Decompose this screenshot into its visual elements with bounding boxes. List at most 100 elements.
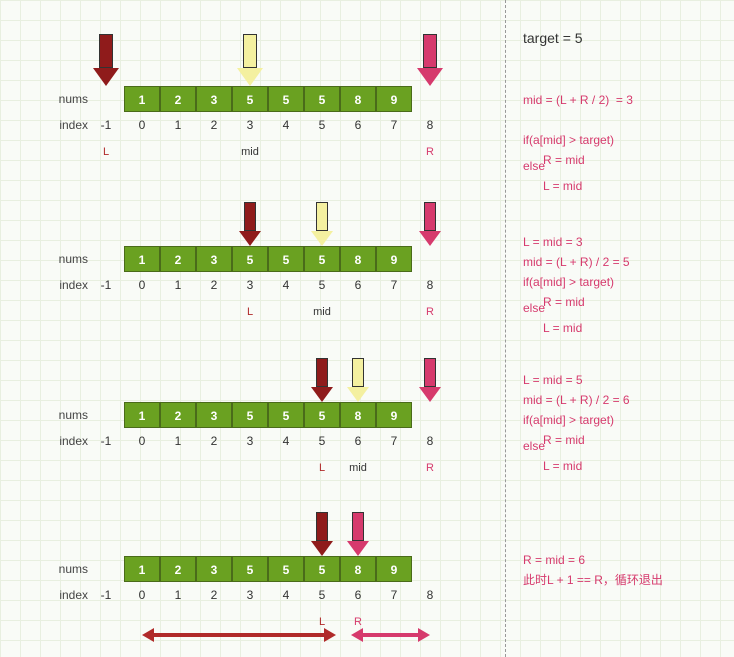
array-cell: 3 <box>196 246 232 272</box>
index-slot: 5 <box>304 588 340 602</box>
code-line: if(a[mid] > target) <box>523 130 633 150</box>
step-1: nums12355589index-1012345678LmidR <box>0 190 505 314</box>
marker-R: R <box>412 462 448 474</box>
index-slot: 1 <box>160 588 196 602</box>
marker-R: R <box>412 306 448 318</box>
array-cell: 8 <box>340 246 376 272</box>
index-slot: 2 <box>196 278 232 292</box>
array-cell: 5 <box>268 246 304 272</box>
index-slot: 1 <box>160 278 196 292</box>
array-cell: 9 <box>376 86 412 112</box>
arrow-L <box>309 512 335 556</box>
index-slot: 7 <box>376 434 412 448</box>
code-line: L = mid <box>523 318 630 338</box>
code-line <box>523 110 633 130</box>
nums-row: nums12355589 <box>0 246 505 272</box>
empty-slot <box>412 556 448 582</box>
array-cell: 5 <box>268 402 304 428</box>
index-slot: 0 <box>124 588 160 602</box>
nums-label: nums <box>0 408 88 422</box>
arrow-mid <box>237 34 263 86</box>
code-line: L = mid <box>523 456 630 476</box>
arrows-region <box>0 346 505 402</box>
array-cell: 9 <box>376 402 412 428</box>
index-slot: 3 <box>232 434 268 448</box>
index-slot: 0 <box>124 278 160 292</box>
index-slot: 0 <box>124 434 160 448</box>
array-cell: 5 <box>304 86 340 112</box>
marker-mid: mid <box>304 306 340 318</box>
code-block-1: L = mid = 3mid = (L + R) / 2 = 5if(a[mid… <box>523 232 630 338</box>
array-cell: 2 <box>160 556 196 582</box>
array-cell: 2 <box>160 402 196 428</box>
array-cell: 2 <box>160 246 196 272</box>
empty-slot <box>88 556 124 582</box>
marker-row: LmidR <box>0 454 505 470</box>
index-slot: 8 <box>412 588 448 602</box>
arrow-L <box>93 34 119 86</box>
empty-slot <box>412 86 448 112</box>
index-label: index <box>0 278 88 292</box>
index-slot: 5 <box>304 434 340 448</box>
index-slot: 8 <box>412 434 448 448</box>
array-cell: 5 <box>304 402 340 428</box>
arrows-region <box>0 190 505 246</box>
marker-R: R <box>412 146 448 158</box>
array-cell: 5 <box>232 402 268 428</box>
array-cell: 5 <box>232 86 268 112</box>
array-cell: 8 <box>340 402 376 428</box>
array-cell: 5 <box>304 246 340 272</box>
code-line: mid = (L + R) / 2 = 6 <box>523 390 630 410</box>
nums-row: nums12355589 <box>0 556 505 582</box>
index-slot: 4 <box>268 434 304 448</box>
empty-slot <box>412 402 448 428</box>
index-slot: 6 <box>340 118 376 132</box>
index-slot: -1 <box>88 588 124 602</box>
range-arrow <box>142 628 336 642</box>
array-cell: 9 <box>376 246 412 272</box>
marker-L: L <box>88 146 124 158</box>
array-cell: 1 <box>124 556 160 582</box>
index-slot: -1 <box>88 118 124 132</box>
index-slot: 8 <box>412 278 448 292</box>
index-slot: -1 <box>88 278 124 292</box>
code-line: mid = (L + R / 2) = 3 <box>523 90 633 110</box>
left-panel: nums12355589index-1012345678LmidRnums123… <box>0 0 505 657</box>
arrow-L <box>237 202 263 246</box>
index-slot: 7 <box>376 118 412 132</box>
range-arrow <box>351 628 430 642</box>
index-slot: 7 <box>376 278 412 292</box>
marker-L: L <box>232 306 268 318</box>
arrow-mid <box>345 358 371 402</box>
arrow-R <box>417 358 443 402</box>
index-row: index-1012345678 <box>0 272 505 298</box>
range-arrows-region <box>0 628 505 646</box>
array-cell: 3 <box>196 556 232 582</box>
nums-row: nums12355589 <box>0 402 505 428</box>
array-cell: 5 <box>268 86 304 112</box>
index-slot: 0 <box>124 118 160 132</box>
array-cell: 5 <box>232 556 268 582</box>
index-slot: 5 <box>304 118 340 132</box>
code-line: R = mid = 6 <box>523 550 663 570</box>
index-slot: 6 <box>340 588 376 602</box>
code-line: mid = (L + R) / 2 = 5 <box>523 252 630 272</box>
marker-L: L <box>304 462 340 474</box>
step-3: nums12355589index-1012345678LR <box>0 500 505 646</box>
index-row: index-1012345678 <box>0 582 505 608</box>
index-slot: 4 <box>268 588 304 602</box>
array-cell: 5 <box>268 556 304 582</box>
index-slot: 6 <box>340 278 376 292</box>
nums-label: nums <box>0 92 88 106</box>
index-slot: 3 <box>232 588 268 602</box>
array-cell: 3 <box>196 402 232 428</box>
index-label: index <box>0 118 88 132</box>
index-slot: -1 <box>88 434 124 448</box>
diagram-wrapper: nums12355589index-1012345678LmidRnums123… <box>0 0 734 657</box>
empty-slot <box>412 246 448 272</box>
index-slot: 2 <box>196 434 232 448</box>
marker-row: LmidR <box>0 138 505 154</box>
index-slot: 1 <box>160 434 196 448</box>
code-line: L = mid = 5 <box>523 370 630 390</box>
index-slot: 5 <box>304 278 340 292</box>
